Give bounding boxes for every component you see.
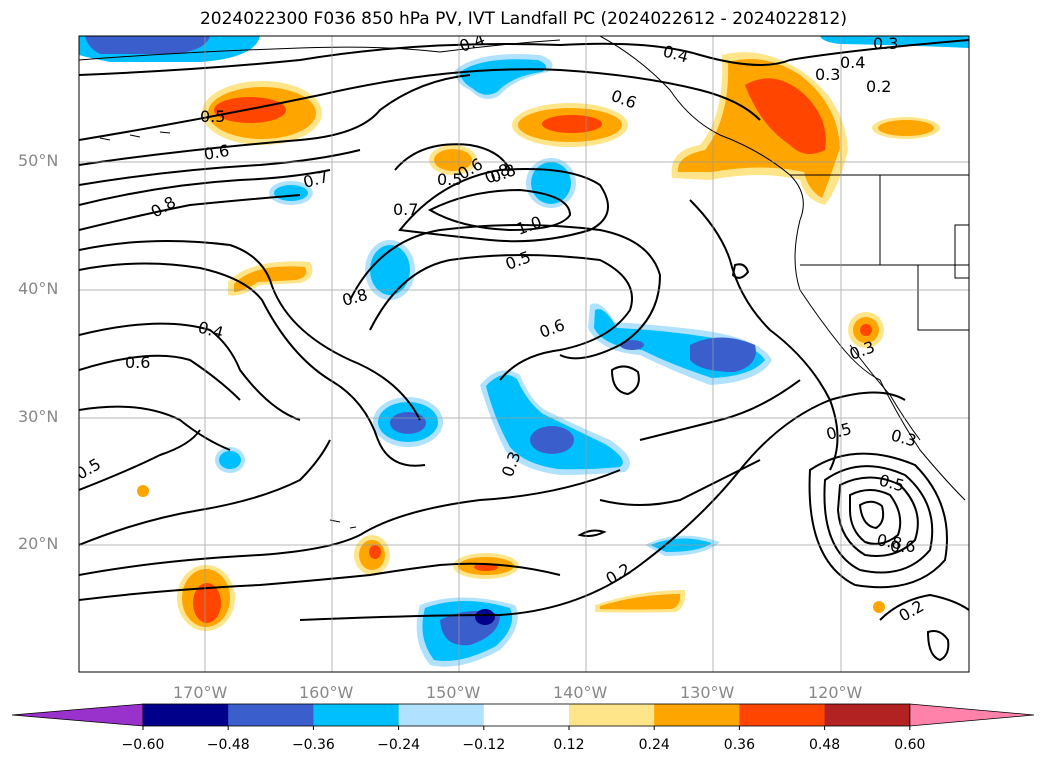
positive-anomaly-patch bbox=[429, 145, 477, 175]
negative-anomaly-patch bbox=[79, 36, 969, 62]
contour-label: 0.6 bbox=[125, 353, 150, 372]
lon-label-120w: 120°W bbox=[808, 683, 863, 702]
positive-anomaly-patch bbox=[137, 485, 885, 613]
lon-label-160w: 160°W bbox=[299, 683, 354, 702]
contour-label: 0.5 bbox=[437, 170, 462, 189]
colorbar-tick-label: 0.36 bbox=[723, 737, 755, 753]
contour-label: 0.8 bbox=[875, 530, 903, 553]
lat-label-30n: 30°N bbox=[18, 407, 59, 426]
colorbar-tick-label: −0.36 bbox=[291, 737, 335, 753]
pv-contour-layer bbox=[79, 39, 969, 662]
colorbar-tick-label: 0.24 bbox=[638, 737, 670, 753]
contour-label: 0.7 bbox=[393, 200, 418, 219]
colorbar-tick-label: −0.12 bbox=[462, 737, 506, 753]
colorbar-tick-label: −0.60 bbox=[121, 737, 165, 753]
lon-label-170w: 170°W bbox=[173, 683, 228, 702]
colorbar-extend-high bbox=[909, 703, 1035, 727]
lon-label-130w: 130°W bbox=[680, 683, 735, 702]
positive-anomaly-patch bbox=[848, 312, 884, 348]
negative-anomaly-patch bbox=[373, 397, 443, 447]
graticule bbox=[79, 36, 969, 672]
contour-label: 0.5 bbox=[200, 107, 225, 126]
negative-anomaly-patch bbox=[215, 447, 245, 473]
positive-anomaly-patch bbox=[177, 565, 235, 631]
contour-label: 0.2 bbox=[866, 77, 891, 96]
colorbar-segment bbox=[143, 704, 229, 726]
contour-label: 0.6 bbox=[890, 537, 915, 556]
colorbar-frame bbox=[142, 703, 911, 727]
colorbar-segment bbox=[739, 704, 826, 726]
positive-anomaly-patch bbox=[872, 117, 940, 139]
contour-label: 0.6 bbox=[202, 141, 230, 164]
lon-label-140w: 140°W bbox=[553, 683, 608, 702]
lat-label-40n: 40°N bbox=[18, 279, 59, 298]
colorbar-tick-label: −0.48 bbox=[206, 737, 250, 753]
negative-anomaly-patch bbox=[526, 158, 576, 208]
positive-anomaly-patch bbox=[595, 590, 686, 613]
positive-anomaly-patch bbox=[671, 52, 848, 206]
negative-anomaly-patch bbox=[480, 370, 630, 475]
lat-label-20n: 20°N bbox=[18, 534, 59, 553]
colorbar-segment bbox=[313, 704, 400, 726]
colorbar-segment bbox=[228, 704, 314, 726]
colorbar-tick-label: 0.12 bbox=[553, 737, 585, 753]
negative-anomaly-patch bbox=[588, 303, 772, 385]
colorbar-segment bbox=[398, 704, 485, 726]
colorbar-segment bbox=[569, 704, 655, 726]
colorbar-tick-label: 0.60 bbox=[894, 737, 926, 753]
lon-label-150w: 150°W bbox=[426, 683, 481, 702]
contour-label-layer: 0.4 0.40.30.20.50.60.40.30.80.60.7 0.50.6 0… bbox=[79, 34, 927, 625]
shading-layer bbox=[79, 36, 969, 667]
colorbar-segment bbox=[824, 704, 911, 726]
contour-label: 0.3 bbox=[873, 34, 898, 53]
colorbar-tick-label: 0.48 bbox=[809, 737, 841, 753]
colorbar-segment bbox=[483, 704, 570, 726]
positive-anomaly-patch bbox=[512, 103, 628, 147]
map-frame bbox=[78, 35, 970, 673]
map-title: 2024022300 F036 850 hPa PV, IVT Landfall… bbox=[199, 9, 847, 29]
negative-anomaly-patch bbox=[455, 54, 553, 99]
lat-label-50n: 50°N bbox=[18, 151, 59, 170]
coastline-layer bbox=[79, 36, 969, 529]
colorbar-tick-label: −0.24 bbox=[377, 737, 421, 753]
contour-label: 0.3 bbox=[815, 65, 840, 84]
contour-label: 0.4 bbox=[840, 53, 865, 72]
colorbar-extend-low bbox=[11, 703, 144, 727]
colorbar-segment bbox=[654, 704, 740, 726]
